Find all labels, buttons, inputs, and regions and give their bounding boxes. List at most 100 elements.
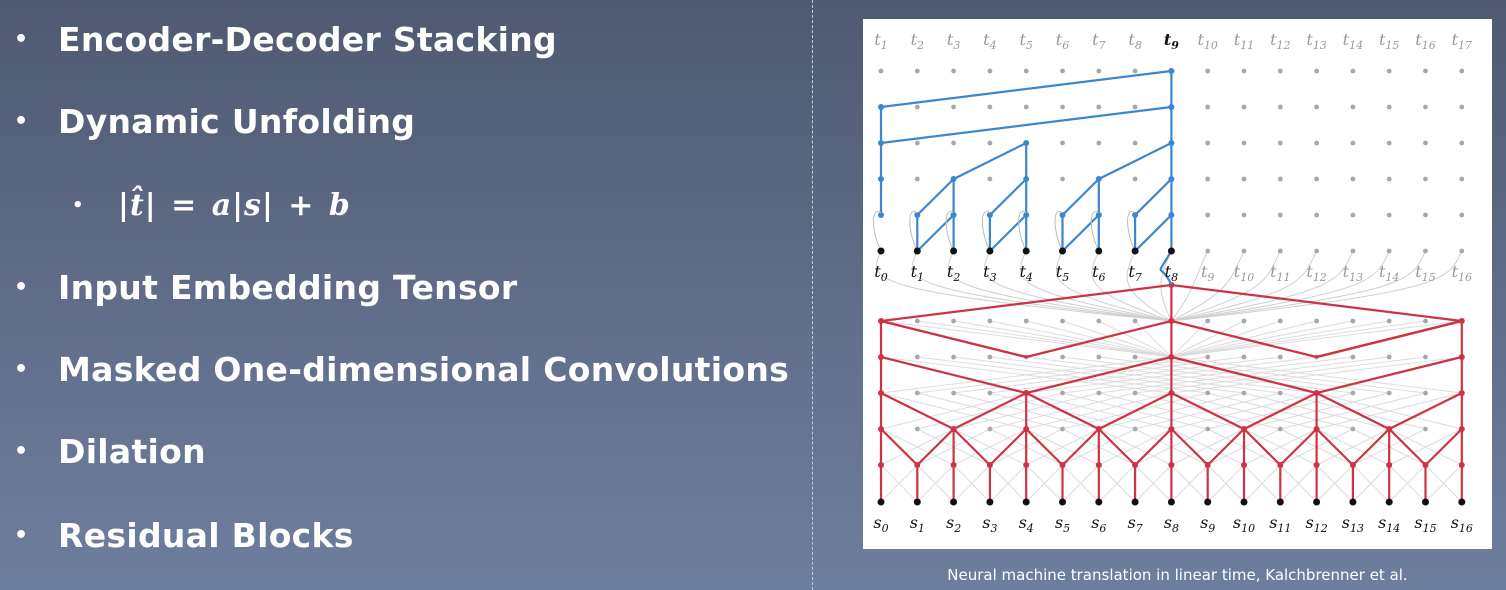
decoder-input-node — [1314, 248, 1319, 254]
decoder-input-node — [1059, 247, 1066, 255]
decoder-node — [1386, 68, 1392, 74]
encoder-faint-edge — [1388, 428, 1463, 466]
decoder-output-node — [1168, 68, 1175, 74]
decoder-input-label: t0 — [874, 262, 887, 284]
bullet-marker: • — [14, 356, 29, 382]
encoder-node — [1350, 426, 1356, 432]
bullet-marker: • — [14, 274, 29, 300]
decoder-input-node — [950, 247, 958, 255]
encoder-node — [914, 426, 920, 432]
encoder-node — [987, 318, 993, 324]
bullet-encoder-decoder-stacking: • Encoder-Decoder Stacking — [14, 20, 557, 59]
decoder-node — [1132, 176, 1138, 182]
bullet-text: Input Embedding Tensor — [58, 268, 518, 307]
encoder-node — [1205, 390, 1211, 396]
encoder-edge — [879, 319, 1028, 359]
encoder-node — [951, 354, 956, 360]
decoder-node — [951, 140, 956, 146]
encoder-node — [987, 354, 993, 360]
decoder-input-arc — [1127, 211, 1136, 252]
source-input-node — [1131, 498, 1139, 506]
decoder-input-node — [1095, 247, 1103, 255]
encoder-faint-edge — [1098, 320, 1172, 358]
decoder-input-arc — [873, 211, 882, 252]
decoder-encoder-faint-arc — [1170, 250, 1209, 322]
decoder-node — [1314, 140, 1319, 146]
decoder-input-node — [1350, 248, 1356, 254]
decoder-output-label: t12 — [1270, 30, 1290, 52]
decoder-input-label: t13 — [1343, 262, 1363, 284]
encoder-node — [1096, 318, 1102, 324]
encoder-faint-edge — [1170, 320, 1209, 358]
decoder-node — [1205, 176, 1211, 182]
encoder-node — [951, 390, 956, 396]
decoder-node — [1205, 104, 1211, 110]
source-input-node — [1422, 498, 1429, 506]
decoder-encoder-faint-arc — [1171, 250, 1426, 322]
bullet-list: • Encoder-Decoder Stacking • Dynamic Unf… — [0, 0, 800, 590]
decoder-input-node — [1386, 248, 1392, 254]
encoder-edge — [1170, 427, 1209, 467]
encoder-active-node — [914, 462, 921, 468]
decoder-output-label: t6 — [1056, 30, 1069, 52]
encoder-faint-edge — [1316, 464, 1354, 503]
bullet-marker: • — [72, 194, 84, 216]
encoder-node — [1386, 318, 1392, 324]
encoder-edge — [1242, 427, 1282, 467]
decoder-encoder-faint-arc — [948, 250, 1172, 322]
decoder-node — [1096, 68, 1102, 74]
encoder-active-node — [1458, 354, 1465, 360]
decoder-node — [1060, 68, 1065, 74]
encoder-edge — [1388, 427, 1427, 467]
encoder-faint-edge — [880, 392, 1027, 430]
encoder-active-node — [1422, 462, 1429, 468]
decoder-node — [1241, 212, 1247, 218]
source-label: s10 — [1233, 513, 1255, 535]
source-input-node — [1313, 498, 1321, 506]
encoder-active-node — [1458, 426, 1465, 432]
decoder-edge — [1097, 141, 1173, 181]
decoder-node — [1241, 176, 1247, 182]
encoder-node — [1350, 354, 1356, 360]
encoder-faint-edge — [1388, 464, 1426, 503]
encoder-edge — [1025, 319, 1173, 359]
encoder-active-node — [1241, 462, 1247, 468]
encoder-node — [1023, 318, 1029, 324]
decoder-node — [1132, 104, 1138, 110]
bytenet-diagram: t1 t2 t3 t4 t5 t6 t7 t8 t9 t10 t11 t12 t13 t14 t15 t16 t… — [873, 30, 1473, 535]
encoder-edge — [879, 355, 1028, 395]
decoder-encoder-faint-arc — [1126, 250, 1172, 322]
encoder-faint-edge — [989, 320, 1172, 358]
decoder-node — [1350, 68, 1356, 74]
encoder-edge — [1315, 355, 1463, 395]
decoder-node — [1241, 140, 1247, 146]
encoder-edge — [916, 427, 955, 467]
decoder-node — [1314, 212, 1319, 218]
encoder-node — [1241, 318, 1247, 324]
encoder-node — [987, 390, 993, 396]
decoder-input-node — [1423, 248, 1428, 254]
decoder-input-label: t9 — [1201, 262, 1214, 284]
decoder-input-node — [1241, 248, 1247, 254]
source-input-node — [1276, 498, 1284, 506]
source-label: s7 — [1127, 513, 1142, 535]
encoder-edge — [1315, 391, 1391, 431]
source-input-node — [1240, 498, 1248, 506]
decoder-encoder-faint-arc — [1171, 250, 1281, 322]
decoder-encoder-faint-arc — [1171, 250, 1318, 322]
decoder-input-label: t3 — [983, 262, 996, 284]
encoder-active-node — [1349, 462, 1356, 468]
decoder-input-arc — [909, 211, 918, 252]
encoder-faint-edge — [1170, 320, 1245, 358]
encoder-node — [914, 318, 920, 324]
source-input-node — [1167, 498, 1175, 506]
decoder-input-node — [1131, 247, 1139, 255]
bullet-residual-blocks: • Residual Blocks — [14, 516, 354, 555]
encoder-active-node — [1168, 462, 1175, 468]
source-label: s0 — [873, 513, 888, 535]
encoder-faint-edge — [1134, 320, 1172, 358]
decoder-node — [1023, 68, 1029, 74]
decoder-node — [987, 176, 993, 182]
decoder-input-arc — [981, 211, 991, 252]
encoder-active-node — [1241, 426, 1247, 432]
